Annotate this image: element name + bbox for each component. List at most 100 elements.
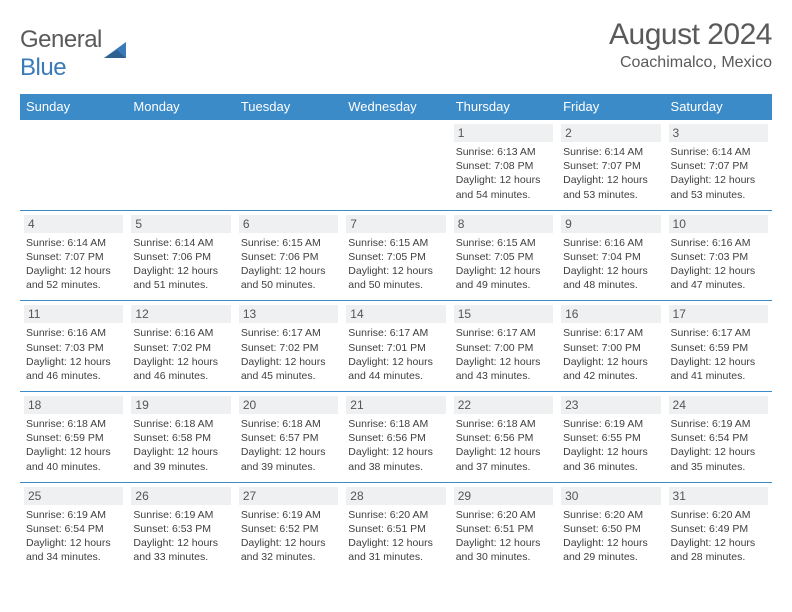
calendar-week-row: 25Sunrise: 6:19 AMSunset: 6:54 PMDayligh… bbox=[20, 482, 772, 572]
sunrise-line: Sunrise: 6:15 AM bbox=[348, 236, 443, 250]
sunrise-line: Sunrise: 6:19 AM bbox=[241, 508, 336, 522]
day-number: 30 bbox=[561, 487, 660, 505]
daylight-line: Daylight: 12 hours and 39 minutes. bbox=[133, 445, 228, 473]
logo-part1: General bbox=[20, 26, 102, 53]
sunset-line: Sunset: 6:51 PM bbox=[348, 522, 443, 536]
day-info: Sunrise: 6:18 AMSunset: 6:59 PMDaylight:… bbox=[24, 417, 123, 474]
calendar-table: SundayMondayTuesdayWednesdayThursdayFrid… bbox=[20, 94, 772, 572]
day-info: Sunrise: 6:16 AMSunset: 7:04 PMDaylight:… bbox=[561, 236, 660, 293]
calendar-day-cell: 26Sunrise: 6:19 AMSunset: 6:53 PMDayligh… bbox=[127, 482, 234, 572]
day-number: 24 bbox=[669, 396, 768, 414]
calendar-day-cell: 23Sunrise: 6:19 AMSunset: 6:55 PMDayligh… bbox=[557, 392, 664, 483]
sunset-line: Sunset: 7:02 PM bbox=[133, 341, 228, 355]
sunrise-line: Sunrise: 6:14 AM bbox=[563, 145, 658, 159]
calendar-week-row: 18Sunrise: 6:18 AMSunset: 6:59 PMDayligh… bbox=[20, 392, 772, 483]
calendar-day-cell: 25Sunrise: 6:19 AMSunset: 6:54 PMDayligh… bbox=[20, 482, 127, 572]
logo-text: General Blue bbox=[20, 26, 102, 82]
sunrise-line: Sunrise: 6:16 AM bbox=[563, 236, 658, 250]
day-info: Sunrise: 6:17 AMSunset: 7:00 PMDaylight:… bbox=[454, 326, 553, 383]
day-info: Sunrise: 6:20 AMSunset: 6:49 PMDaylight:… bbox=[669, 508, 768, 565]
sunset-line: Sunset: 7:00 PM bbox=[456, 341, 551, 355]
day-number: 13 bbox=[239, 305, 338, 323]
weekday-header: Sunday bbox=[20, 94, 127, 120]
calendar-day-cell: 4 Sunrise: 6:14 AMSunset: 7:07 PMDaylight… bbox=[20, 210, 127, 301]
calendar-day-cell bbox=[20, 120, 127, 211]
daylight-line: Daylight: 12 hours and 52 minutes. bbox=[26, 264, 121, 292]
day-info: Sunrise: 6:15 AMSunset: 7:05 PMDaylight:… bbox=[454, 236, 553, 293]
calendar-week-row: 4Sunrise: 6:14 AMSunset: 7:07 PMDaylight… bbox=[20, 210, 772, 301]
header: General Blue August 2024 Coachimalco, Me… bbox=[20, 18, 772, 82]
calendar-day-cell bbox=[235, 120, 342, 211]
calendar-day-cell: 21Sunrise: 6:18 AMSunset: 6:56 PMDayligh… bbox=[342, 392, 449, 483]
sunset-line: Sunset: 6:57 PM bbox=[241, 431, 336, 445]
sunrise-line: Sunrise: 6:19 AM bbox=[133, 508, 228, 522]
calendar-day-cell: 15Sunrise: 6:17 AMSunset: 7:00 PMDayligh… bbox=[450, 301, 557, 392]
day-number: 27 bbox=[239, 487, 338, 505]
day-info: Sunrise: 6:15 AMSunset: 7:06 PMDaylight:… bbox=[239, 236, 338, 293]
daylight-line: Daylight: 12 hours and 28 minutes. bbox=[671, 536, 766, 564]
daylight-line: Daylight: 12 hours and 40 minutes. bbox=[26, 445, 121, 473]
daylight-line: Daylight: 12 hours and 31 minutes. bbox=[348, 536, 443, 564]
sunrise-line: Sunrise: 6:16 AM bbox=[133, 326, 228, 340]
daylight-line: Daylight: 12 hours and 49 minutes. bbox=[456, 264, 551, 292]
day-number: 5 bbox=[131, 215, 230, 233]
calendar-day-cell: 1Sunrise: 6:13 AMSunset: 7:08 PMDaylight… bbox=[450, 120, 557, 211]
sunset-line: Sunset: 6:52 PM bbox=[241, 522, 336, 536]
sunset-line: Sunset: 7:07 PM bbox=[671, 159, 766, 173]
sunset-line: Sunset: 6:54 PM bbox=[671, 431, 766, 445]
calendar-day-cell: 29Sunrise: 6:20 AMSunset: 6:51 PMDayligh… bbox=[450, 482, 557, 572]
day-info: Sunrise: 6:15 AMSunset: 7:05 PMDaylight:… bbox=[346, 236, 445, 293]
day-number: 23 bbox=[561, 396, 660, 414]
day-info: Sunrise: 6:16 AMSunset: 7:02 PMDaylight:… bbox=[131, 326, 230, 383]
daylight-line: Daylight: 12 hours and 39 minutes. bbox=[241, 445, 336, 473]
day-number: 26 bbox=[131, 487, 230, 505]
sunrise-line: Sunrise: 6:13 AM bbox=[456, 145, 551, 159]
sunset-line: Sunset: 6:56 PM bbox=[456, 431, 551, 445]
sunset-line: Sunset: 7:00 PM bbox=[563, 341, 658, 355]
calendar-day-cell: 10Sunrise: 6:16 AMSunset: 7:03 PMDayligh… bbox=[665, 210, 772, 301]
calendar-day-cell: 30Sunrise: 6:20 AMSunset: 6:50 PMDayligh… bbox=[557, 482, 664, 572]
day-info: Sunrise: 6:18 AMSunset: 6:56 PMDaylight:… bbox=[454, 417, 553, 474]
daylight-line: Daylight: 12 hours and 48 minutes. bbox=[563, 264, 658, 292]
day-info: Sunrise: 6:16 AMSunset: 7:03 PMDaylight:… bbox=[24, 326, 123, 383]
sunset-line: Sunset: 7:02 PM bbox=[241, 341, 336, 355]
sunrise-line: Sunrise: 6:18 AM bbox=[26, 417, 121, 431]
day-number: 4 bbox=[24, 215, 123, 233]
day-number: 3 bbox=[669, 124, 768, 142]
sunset-line: Sunset: 6:50 PM bbox=[563, 522, 658, 536]
day-number: 14 bbox=[346, 305, 445, 323]
day-info: Sunrise: 6:14 AMSunset: 7:07 PMDaylight:… bbox=[669, 145, 768, 202]
sunset-line: Sunset: 6:51 PM bbox=[456, 522, 551, 536]
day-info: Sunrise: 6:18 AMSunset: 6:56 PMDaylight:… bbox=[346, 417, 445, 474]
calendar-day-cell: 8 Sunrise: 6:15 AMSunset: 7:05 PMDaylight… bbox=[450, 210, 557, 301]
calendar-day-cell: 13Sunrise: 6:17 AMSunset: 7:02 PMDayligh… bbox=[235, 301, 342, 392]
sunrise-line: Sunrise: 6:15 AM bbox=[456, 236, 551, 250]
day-number: 9 bbox=[561, 215, 660, 233]
calendar-day-cell bbox=[127, 120, 234, 211]
sunrise-line: Sunrise: 6:14 AM bbox=[26, 236, 121, 250]
day-number: 8 bbox=[454, 215, 553, 233]
day-number: 17 bbox=[669, 305, 768, 323]
day-number: 22 bbox=[454, 396, 553, 414]
sunset-line: Sunset: 7:07 PM bbox=[26, 250, 121, 264]
sunset-line: Sunset: 7:07 PM bbox=[563, 159, 658, 173]
calendar-day-cell: 11Sunrise: 6:16 AMSunset: 7:03 PMDayligh… bbox=[20, 301, 127, 392]
calendar-header-row: SundayMondayTuesdayWednesdayThursdayFrid… bbox=[20, 94, 772, 120]
sunset-line: Sunset: 7:08 PM bbox=[456, 159, 551, 173]
daylight-line: Daylight: 12 hours and 53 minutes. bbox=[671, 173, 766, 201]
sunset-line: Sunset: 6:59 PM bbox=[671, 341, 766, 355]
sunrise-line: Sunrise: 6:17 AM bbox=[456, 326, 551, 340]
calendar-day-cell: 18Sunrise: 6:18 AMSunset: 6:59 PMDayligh… bbox=[20, 392, 127, 483]
daylight-line: Daylight: 12 hours and 38 minutes. bbox=[348, 445, 443, 473]
daylight-line: Daylight: 12 hours and 35 minutes. bbox=[671, 445, 766, 473]
sunrise-line: Sunrise: 6:18 AM bbox=[348, 417, 443, 431]
sunset-line: Sunset: 7:06 PM bbox=[133, 250, 228, 264]
day-number: 6 bbox=[239, 215, 338, 233]
calendar-day-cell: 5Sunrise: 6:14 AMSunset: 7:06 PMDaylight… bbox=[127, 210, 234, 301]
sunrise-line: Sunrise: 6:20 AM bbox=[671, 508, 766, 522]
sunrise-line: Sunrise: 6:17 AM bbox=[348, 326, 443, 340]
sunrise-line: Sunrise: 6:19 AM bbox=[26, 508, 121, 522]
day-number: 31 bbox=[669, 487, 768, 505]
calendar-page: General Blue August 2024 Coachimalco, Me… bbox=[0, 0, 792, 582]
day-number: 1 bbox=[454, 124, 553, 142]
